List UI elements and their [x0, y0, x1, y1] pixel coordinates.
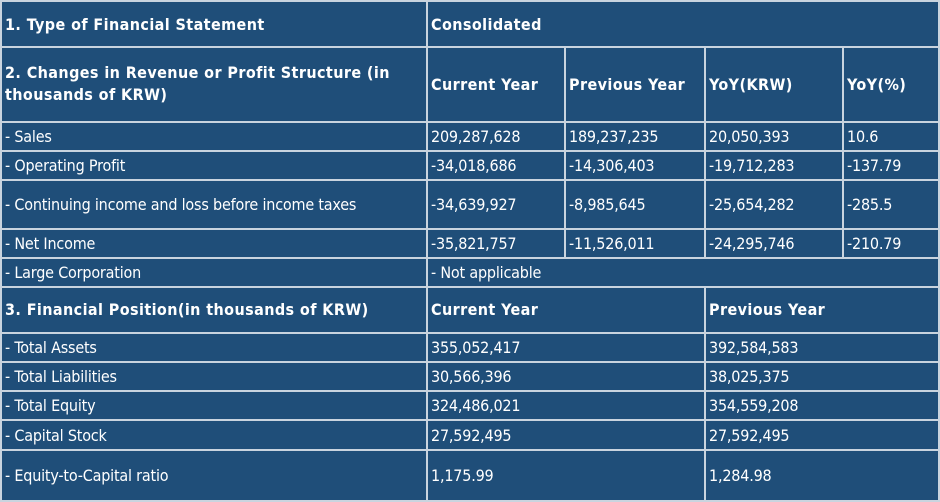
cell-current-year: 1,175.99 [428, 450, 704, 500]
position-section-header: 3. Financial Position(in thousands of KR… [2, 287, 426, 332]
cell-previous-year: -11,526,011 [566, 230, 704, 257]
cell-current-year: 324,486,021 [428, 392, 704, 420]
cell-previous-year: -14,306,403 [566, 151, 704, 180]
cell-current-year: 27,592,495 [428, 421, 704, 449]
cell-previous-year: 354,559,208 [706, 392, 939, 420]
cell-yoy-pct: -137.79 [844, 151, 939, 180]
cell-yoy-krw: -24,295,746 [706, 230, 842, 257]
row-label: - Total Equity [2, 392, 426, 420]
table-row-net-income: - Net Income -35,821,757 -11,526,011 -24… [2, 230, 939, 257]
table-row-capital-stock: - Capital Stock 27,592,495 27,592,495 [2, 421, 939, 449]
cell-yoy-krw: -19,712,283 [706, 151, 842, 180]
table-row-total-assets: - Total Assets 355,052,417 392,584,583 [2, 333, 939, 362]
statement-type-label: 1. Type of Financial Statement [2, 2, 426, 47]
cell-current-year: 355,052,417 [428, 333, 704, 362]
position-header-row: 3. Financial Position(in thousands of KR… [2, 287, 939, 332]
table-row-equity-to-capital-ratio: - Equity-to-Capital ratio 1,175.99 1,284… [2, 450, 939, 500]
col-header-yoy-pct: YoY(%) [844, 48, 939, 121]
table-row-large-corporation: - Large Corporation - Not applicable [2, 258, 939, 286]
cell-yoy-krw: 20,050,393 [706, 122, 842, 150]
cell-current-year: -35,821,757 [428, 230, 564, 257]
cell-previous-year: 189,237,235 [566, 122, 704, 150]
cell-current-year: 30,566,396 [428, 363, 704, 391]
table-row-total-liabilities: - Total Liabilities 30,566,396 38,025,37… [2, 363, 939, 391]
cell-previous-year: -8,985,645 [566, 181, 704, 229]
row-label: - Operating Profit [2, 151, 426, 180]
cell-previous-year: 392,584,583 [706, 333, 939, 362]
row-label: - Continuing income and loss before inco… [2, 181, 426, 229]
cell-previous-year: 38,025,375 [706, 363, 939, 391]
row-label: - Sales [2, 122, 426, 150]
col-header-current-year: Current Year [428, 287, 704, 332]
col-header-previous-year: Previous Year [706, 287, 939, 332]
col-header-yoy-krw: YoY(KRW) [706, 48, 842, 121]
statement-type-row: 1. Type of Financial Statement Consolida… [2, 2, 939, 47]
col-header-previous-year: Previous Year [566, 48, 704, 121]
cell-previous-year: 27,592,495 [706, 421, 939, 449]
row-label: - Capital Stock [2, 421, 426, 449]
cell-yoy-pct: -210.79 [844, 230, 939, 257]
table-row-continuing-income: - Continuing income and loss before inco… [2, 181, 939, 229]
table-row-sales: - Sales 209,287,628 189,237,235 20,050,3… [2, 122, 939, 150]
col-header-current-year: Current Year [428, 48, 564, 121]
row-label: - Total Assets [2, 333, 426, 362]
revenue-header-row: 2. Changes in Revenue or Profit Structur… [2, 48, 939, 121]
table-row-total-equity: - Total Equity 324,486,021 354,559,208 [2, 392, 939, 420]
cell-current-year: -34,018,686 [428, 151, 564, 180]
table-row-operating-profit: - Operating Profit -34,018,686 -14,306,4… [2, 151, 939, 180]
statement-type-value: Consolidated [428, 2, 939, 47]
row-label: - Net Income [2, 230, 426, 257]
cell-previous-year: 1,284.98 [706, 450, 939, 500]
large-corporation-value: - Not applicable [428, 258, 939, 286]
cell-yoy-pct: 10.6 [844, 122, 939, 150]
cell-current-year: -34,639,927 [428, 181, 564, 229]
revenue-section-header: 2. Changes in Revenue or Profit Structur… [2, 48, 426, 121]
cell-yoy-pct: -285.5 [844, 181, 939, 229]
row-label: - Total Liabilities [2, 363, 426, 391]
row-label: - Equity-to-Capital ratio [2, 450, 426, 500]
cell-current-year: 209,287,628 [428, 122, 564, 150]
cell-yoy-krw: -25,654,282 [706, 181, 842, 229]
row-label: - Large Corporation [2, 258, 426, 286]
